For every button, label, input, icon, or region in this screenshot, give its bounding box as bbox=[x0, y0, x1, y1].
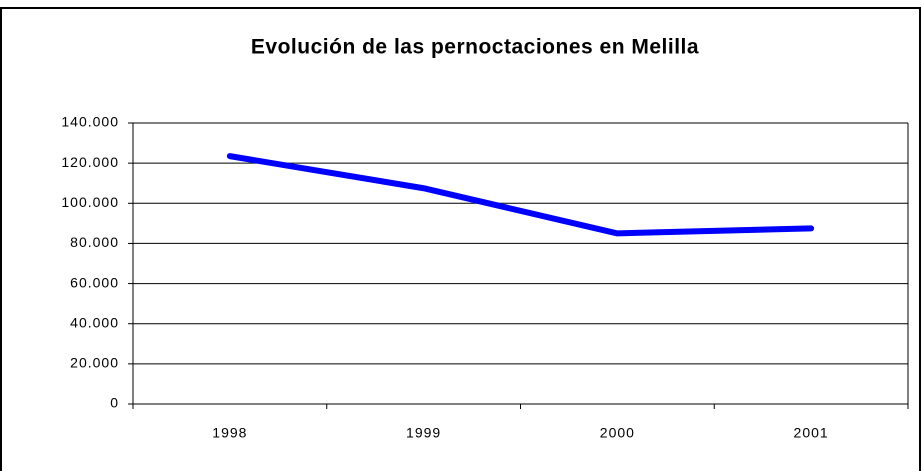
y-tick-label: 100.000 bbox=[61, 194, 119, 210]
y-tick-label: 60.000 bbox=[70, 274, 119, 290]
x-tick-label: 1999 bbox=[406, 425, 441, 441]
y-tick-label: 120.000 bbox=[61, 154, 119, 170]
chart-frame bbox=[0, 7, 921, 471]
y-tick-label: 140.000 bbox=[61, 114, 119, 130]
y-tick-label: 20.000 bbox=[70, 355, 119, 371]
x-tick-label: 2001 bbox=[794, 425, 829, 441]
data-line bbox=[226, 153, 815, 237]
chart-title: Evolución de las pernoctaciones en Melil… bbox=[251, 36, 699, 59]
y-tick-label: 40.000 bbox=[70, 314, 119, 330]
x-tick-label: 2000 bbox=[600, 425, 635, 441]
y-tick-label: 0 bbox=[110, 395, 119, 411]
y-tick-label: 80.000 bbox=[70, 234, 119, 250]
x-tick-label: 1998 bbox=[212, 425, 247, 441]
